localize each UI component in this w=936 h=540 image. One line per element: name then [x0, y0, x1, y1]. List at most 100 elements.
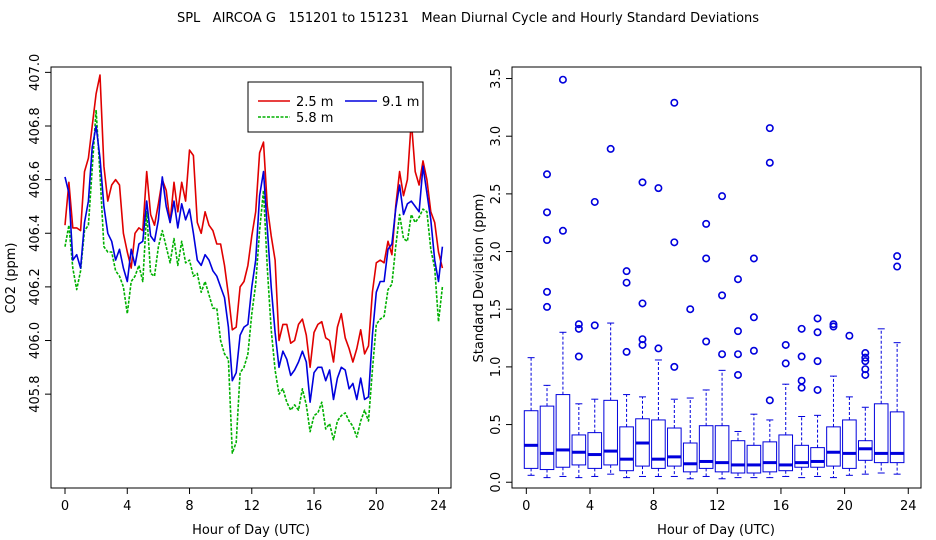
boxplot-outlier: [638, 299, 647, 308]
right-y-tick-label: 0.0: [489, 472, 504, 493]
boxplot-outlier: [765, 158, 774, 167]
boxplot-outlier: [590, 197, 599, 206]
boxplot-box: [826, 426, 841, 467]
boxplot-outlier: [622, 278, 631, 287]
boxplot-box: [603, 399, 618, 466]
boxplot-outlier: [702, 219, 711, 228]
boxplot-outlier: [813, 314, 822, 323]
series-line-5-8-m: [64, 109, 444, 454]
boxplot-outlier: [813, 328, 822, 337]
left-x-tick-label: 8: [185, 499, 193, 514]
standard-deviation-panel: 0 4 8 12 16 20 24 0.0 0.5 1.0 1.5 2.0 2.5 3.0 3.5 Hou…: [472, 66, 922, 538]
boxplot-outlier: [813, 357, 822, 366]
boxplot-group: [523, 75, 905, 480]
right-plot-frame: [511, 66, 922, 489]
boxplot-outlier: [543, 208, 552, 217]
boxplot-outlier: [670, 98, 679, 107]
boxplot-box: [730, 440, 746, 474]
right-x-tick-label: 0: [522, 499, 530, 514]
boxplot-outlier: [797, 324, 806, 333]
boxplot-outlier: [893, 252, 902, 261]
right-y-axis: 0.0 0.5 1.0 1.5 2.0 2.5 3.0 3.5: [489, 68, 513, 493]
right-y-tick-label: 2.0: [489, 241, 504, 262]
boxplot-outlier: [622, 267, 631, 276]
left-y-tick-label: 406.8: [28, 107, 43, 144]
legend-box: [247, 81, 424, 133]
boxplot-box: [714, 425, 730, 473]
boxplot-outlier: [638, 178, 647, 187]
left-y-axis-label: CO2 (ppm): [4, 242, 19, 313]
boxplot-outlier: [718, 192, 727, 201]
boxplot-outlier: [733, 350, 742, 359]
boxplot-outlier: [702, 337, 711, 346]
boxplot-hour: [667, 98, 682, 477]
boxplot-outlier: [638, 335, 647, 344]
boxplot-hour: [794, 324, 809, 479]
boxplot-hour: [539, 170, 555, 479]
boxplot-box: [619, 426, 634, 472]
right-y-tick-label: 3.0: [489, 126, 504, 147]
right-x-tick-label: 12: [709, 499, 726, 514]
boxplot-outlier: [718, 291, 727, 300]
left-y-tick-label: 406.6: [28, 161, 43, 198]
left-x-tick-label: 12: [244, 499, 261, 514]
legend-label-9-1m: 9.1 m: [382, 95, 419, 110]
boxplot-box: [810, 447, 825, 468]
legend: 2.5 m 9.1 m 5.8 m: [247, 81, 424, 133]
boxplot-outlier: [893, 262, 902, 271]
boxplot-hour: [826, 320, 841, 479]
boxplot-outlier: [813, 385, 822, 394]
right-x-axis-label: Hour of Day (UTC): [657, 523, 775, 538]
boxplot-outlier: [781, 340, 790, 349]
boxplot-box: [746, 444, 762, 474]
boxplot-box: [587, 432, 603, 469]
boxplot-outlier: [861, 349, 870, 358]
boxplot-hour: [730, 275, 746, 479]
boxplot-outlier: [781, 359, 790, 368]
boxplot-hour: [746, 254, 762, 479]
boxplot-outlier: [558, 75, 567, 84]
boxplot-hour: [698, 219, 714, 477]
right-y-tick-label: 1.5: [489, 299, 504, 320]
left-y-tick-label: 405.8: [28, 376, 43, 413]
boxplot-outlier: [797, 352, 806, 361]
boxplot-hour: [587, 197, 603, 477]
boxplot-outlier: [845, 331, 854, 340]
left-x-axis-label: Hour of Day (UTC): [192, 523, 310, 538]
boxplot-hour: [873, 328, 889, 474]
boxplot-hour: [857, 349, 873, 475]
boxplot-box: [667, 427, 682, 467]
left-x-tick-label: 24: [430, 499, 447, 514]
boxplot-outlier: [606, 144, 615, 153]
boxplot-hour: [619, 267, 634, 479]
boxplot-outlier: [702, 254, 711, 263]
boxplot-outlier: [543, 170, 552, 179]
boxplot-hour: [762, 124, 778, 479]
boxplot-box: [571, 434, 587, 466]
right-x-tick-label: 4: [586, 499, 594, 514]
right-x-axis: 0 4 8 12 16 20 24: [522, 487, 917, 514]
right-x-tick-label: 8: [649, 499, 657, 514]
boxplot-hour: [523, 357, 539, 476]
boxplot-outlier: [543, 287, 552, 296]
boxplot-outlier: [733, 275, 742, 284]
boxplot-box: [889, 411, 905, 464]
boxplot-hour: [682, 305, 698, 480]
boxplot-box: [873, 403, 889, 464]
boxplot-outlier: [574, 324, 583, 333]
figure-title: SPL AIRCOA G 151201 to 151231 Mean Diurn…: [177, 11, 759, 26]
boxplot-outlier: [686, 305, 695, 314]
boxplot-hour: [889, 252, 905, 475]
boxplot-outlier: [574, 352, 583, 361]
boxplot-outlier: [622, 347, 631, 356]
boxplot-hour: [810, 314, 825, 477]
right-y-tick-label: 0.5: [489, 414, 504, 435]
left-y-tick-label: 407.0: [28, 54, 43, 91]
boxplot-outlier: [670, 238, 679, 247]
boxplot-box: [762, 441, 778, 473]
mean-diurnal-cycle-panel: 0 4 8 12 16 20 24 405.8 406.0 406.2 406.4 406.6 406…: [4, 54, 452, 538]
boxplot-outlier: [543, 302, 552, 311]
left-y-axis: 405.8 406.0 406.2 406.4 406.6 406.8 407.0: [28, 54, 52, 413]
boxplot-outlier: [543, 236, 552, 245]
